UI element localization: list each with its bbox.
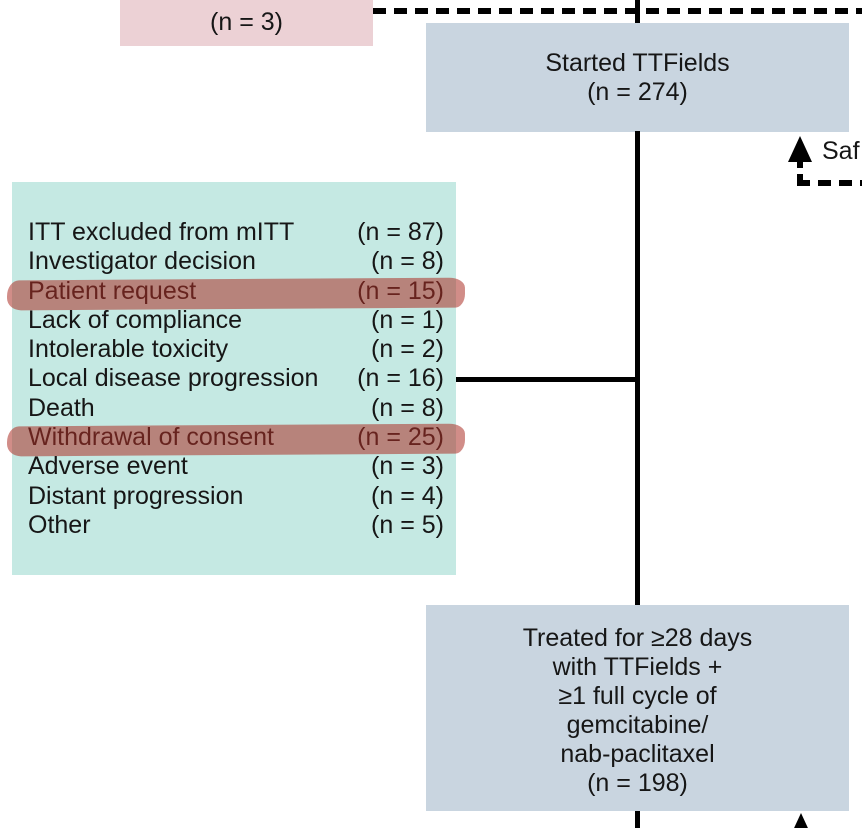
exclusion-row: Death (n = 8) <box>12 394 456 423</box>
dashed-safety-stem <box>797 160 803 184</box>
exclusion-row: Intolerable toxicity (n = 2) <box>12 335 456 364</box>
safety-label: Saf <box>822 137 860 165</box>
exclusion-label: Lack of compliance <box>28 305 243 334</box>
treated-line: ≥1 full cycle of <box>558 682 717 710</box>
exclusion-count: (n = 8) <box>371 247 444 276</box>
exclusion-count: (n = 8) <box>371 393 444 422</box>
exclusion-row: Distant progression (n = 4) <box>12 482 456 511</box>
exclusion-row: Investigator decision (n = 8) <box>12 247 456 276</box>
exclusion-label: Distant progression <box>28 481 244 510</box>
exclusion-row: ITT excluded from mITT (n = 87) <box>12 218 456 247</box>
top-excluded-box: (n = 3) <box>120 0 373 46</box>
exclusion-count: (n = 1) <box>371 305 444 334</box>
connector-line-bottom <box>635 811 640 828</box>
exclusion-row: Other (n = 5) <box>12 511 456 540</box>
connector-line-mid <box>635 131 640 606</box>
exclusion-count: (n = 2) <box>371 335 444 364</box>
started-ttfields-box: Started TTFields (n = 274) <box>426 23 849 132</box>
started-ttfields-title: Started TTFields <box>545 48 730 77</box>
treated-line: Treated for ≥28 days <box>522 624 753 652</box>
exclusion-list-box: ITT excluded from mITT (n = 87) Investig… <box>6 182 466 575</box>
exclusion-count: (n = 87) <box>357 218 444 246</box>
exclusion-count: (n = 5) <box>371 510 444 539</box>
exclusion-row-highlighted: Withdrawal of consent (n = 25) <box>6 423 466 457</box>
connector-line-top <box>635 0 640 24</box>
exclusion-label: Adverse event <box>28 452 188 481</box>
exclusion-count: (n = 4) <box>371 481 444 510</box>
exclusion-count: (n = 3) <box>371 452 444 481</box>
exclusion-label: Other <box>28 510 91 539</box>
connector-line-exclusions <box>456 377 637 382</box>
dashed-connector-top <box>373 8 862 14</box>
exclusion-row-highlighted: Patient request (n = 15) <box>6 277 466 311</box>
started-ttfields-count: (n = 274) <box>587 77 688 106</box>
exclusion-label: Intolerable toxicity <box>28 335 229 364</box>
exclusion-label: ITT excluded from mITT <box>28 218 295 246</box>
top-excluded-count: (n = 3) <box>210 8 283 36</box>
treated-line: gemcitabine/ <box>566 711 709 739</box>
exclusion-label: Death <box>28 393 95 422</box>
treated-box: Treated for ≥28 days with TTFields + ≥1 … <box>426 605 849 811</box>
exclusion-row: Adverse event (n = 3) <box>12 452 456 481</box>
exclusion-row: Lack of compliance (n = 1) <box>12 306 456 335</box>
arrow-up-icon <box>788 136 812 162</box>
treated-line: with TTFields + <box>552 653 723 681</box>
exclusion-row: Local disease progression (n = 16) <box>12 364 456 393</box>
exclusion-count: (n = 16) <box>357 364 444 393</box>
exclusion-label: Local disease progression <box>28 364 319 393</box>
dashed-safety-elbow <box>797 180 862 186</box>
treated-count: (n = 198) <box>587 769 688 797</box>
arrow-up-icon <box>789 813 813 828</box>
treated-line: nab-paclitaxel <box>560 740 715 768</box>
exclusion-label: Investigator decision <box>28 247 256 276</box>
